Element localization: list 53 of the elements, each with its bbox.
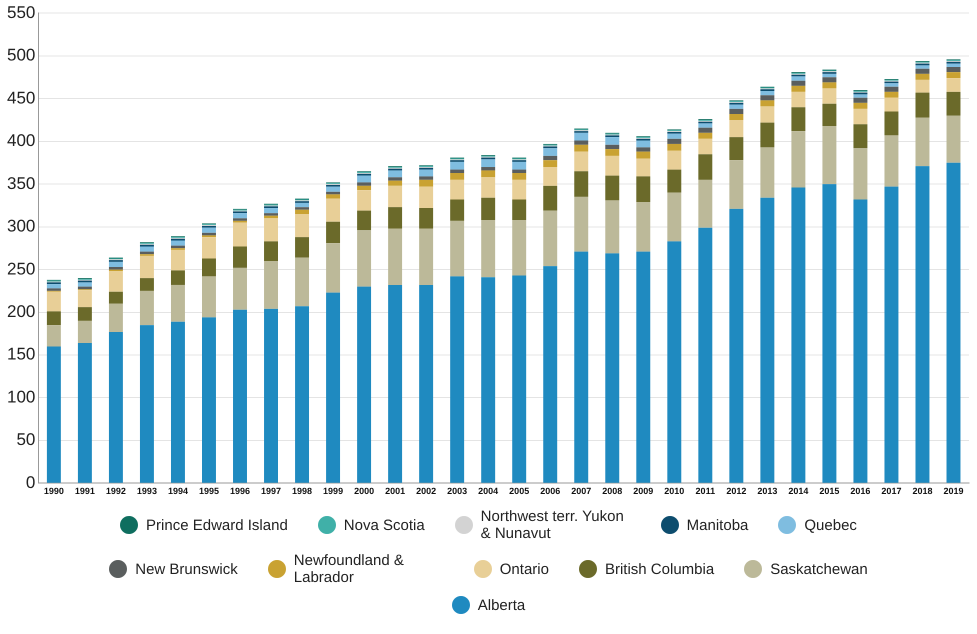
x-tick-label: 2015: [819, 486, 840, 496]
x-tick-label: 1993: [136, 486, 157, 496]
legend-label: British Columbia: [604, 560, 714, 578]
legend-label: Quebec: [804, 516, 857, 534]
x-tick-label: 2000: [354, 486, 374, 496]
y-tick-label: 200: [6, 302, 36, 321]
legend-label: Manitoba: [686, 516, 748, 534]
y-tick-label: 150: [6, 344, 36, 364]
legend-label: Ontario: [500, 560, 549, 578]
legend-label: Saskatchewan: [770, 560, 868, 578]
x-tick-label: 2010: [664, 486, 684, 496]
x-tick-label: 1990: [44, 486, 64, 496]
legend-label: Northwest terr. Yukon & Nunavut: [480, 508, 625, 542]
x-tick-label: 2018: [912, 486, 932, 496]
x-tick-label: 2007: [571, 486, 592, 496]
x-tick-label: 2008: [602, 486, 622, 496]
legend-label: Alberta: [478, 596, 526, 614]
y-tick-label: 100: [6, 387, 36, 406]
y-tick-label: 350: [6, 174, 36, 193]
x-tick-label: 1996: [230, 486, 250, 496]
legend-label: Nova Scotia: [344, 516, 425, 534]
y-tick-label: 250: [6, 259, 36, 278]
x-tick-label: 1999: [323, 486, 344, 496]
x-tick-label: 1998: [292, 486, 312, 496]
x-tick-label: 1995: [198, 486, 219, 496]
y-tick-label: 300: [6, 216, 36, 236]
x-tick-label: 2011: [696, 486, 716, 496]
x-tick-label: 2003: [447, 486, 468, 496]
y-tick-label: 400: [6, 131, 36, 150]
x-tick-label: 2009: [633, 486, 654, 496]
x-tick-label: 2012: [726, 486, 746, 496]
x-tick-label: 1997: [261, 486, 282, 496]
legend-label: Prince Edward Island: [146, 516, 288, 534]
x-tick-label: 2019: [943, 486, 964, 496]
x-tick-label: 2005: [509, 486, 530, 496]
y-tick-label: 450: [6, 88, 36, 108]
x-tick-label: 2014: [788, 486, 808, 496]
x-tick-label: 2002: [416, 486, 436, 496]
x-tick-label: 2016: [850, 486, 870, 496]
x-tick-label: 1991: [74, 486, 95, 496]
y-tick-label: 0: [26, 472, 36, 492]
x-tick-label: 1992: [106, 486, 126, 496]
x-tick-label: 2004: [478, 486, 498, 496]
x-tick-label: 2001: [385, 486, 406, 496]
y-tick-label: 500: [6, 46, 36, 65]
legend-label: Newfoundland & Labrador: [294, 552, 405, 586]
x-tick-label: 1994: [168, 486, 188, 496]
y-tick-label: 550: [6, 2, 36, 22]
legend-label: New Brunswick: [135, 560, 238, 578]
x-tick-label: 2013: [757, 486, 778, 496]
x-tick-label: 2017: [881, 486, 902, 496]
x-tick-label: 2006: [540, 486, 560, 496]
y-tick-label: 50: [16, 430, 36, 450]
